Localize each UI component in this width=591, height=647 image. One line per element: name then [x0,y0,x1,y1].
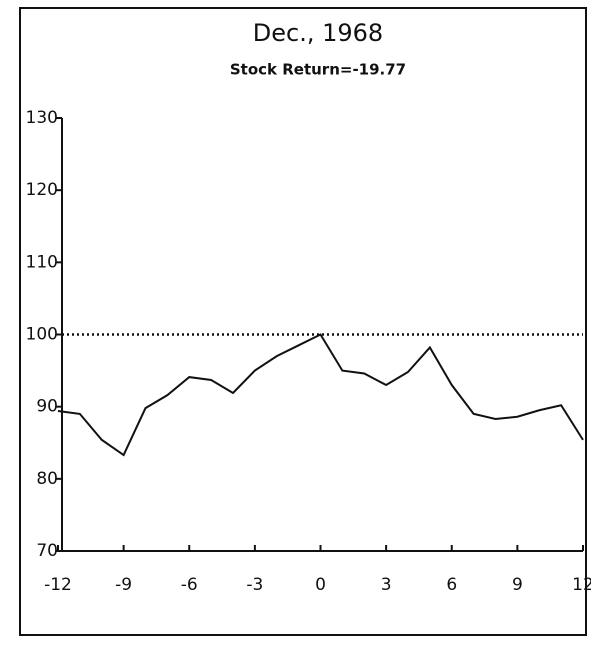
y-tick-label: 100 [26,325,58,345]
y-tick-label: 130 [26,108,58,128]
x-tick-label: -6 [181,575,198,595]
x-tick-label: 3 [381,575,392,595]
y-tick-label: 120 [26,180,58,200]
x-tick-label: 9 [512,575,523,595]
x-tick-label: 0 [315,575,326,595]
x-tick-label: 12 [572,575,591,595]
data-line [57,333,584,457]
frame [19,7,587,636]
y-tick-label: 70 [36,541,58,561]
y-tick-label: 80 [36,469,58,489]
x-tick-label: -9 [115,575,132,595]
chart-subtitle: Stock Return=-19.77 [230,61,406,79]
x-tick-label: -3 [246,575,263,595]
x-tick-label: 6 [446,575,457,595]
y-tick-label: 110 [26,252,58,272]
y-tick-label: 90 [36,397,58,417]
chart-title: Dec., 1968 [253,19,383,47]
x-tick-label: -12 [44,575,72,595]
